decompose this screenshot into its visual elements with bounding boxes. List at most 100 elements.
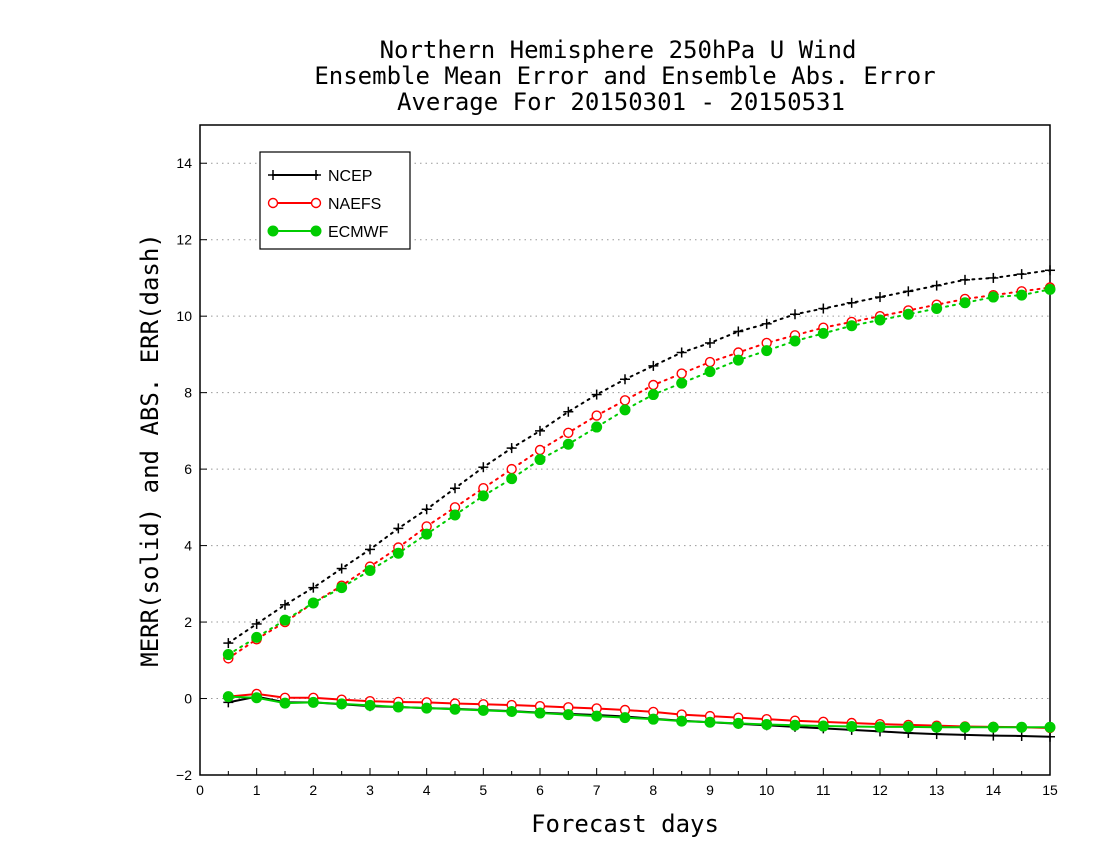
point-abs-err-naefs bbox=[506, 463, 517, 475]
x-tick-label: 3 bbox=[366, 782, 374, 798]
title-line-3: Average For 20150301 - 20150531 bbox=[397, 88, 845, 116]
point-merr-ecmwf bbox=[902, 721, 914, 733]
point-abs-err-ecmwf bbox=[562, 438, 574, 450]
point-abs-err-ncep bbox=[620, 374, 630, 385]
point-abs-err-ecmwf bbox=[789, 335, 801, 347]
point-abs-err-ncep bbox=[875, 292, 885, 303]
point-abs-err-ecmwf bbox=[874, 314, 886, 326]
point-abs-err-ecmwf bbox=[817, 327, 829, 339]
point-merr-ecmwf bbox=[817, 720, 829, 732]
point-abs-err-ecmwf bbox=[421, 528, 433, 540]
x-tick-label: 8 bbox=[649, 782, 657, 798]
title-line-1: Northern Hemisphere 250hPa U Wind bbox=[380, 36, 857, 64]
x-tick-label: 1 bbox=[253, 782, 261, 798]
point-merr-ecmwf bbox=[506, 706, 518, 718]
point-abs-err-ecmwf bbox=[534, 454, 546, 466]
point-merr-ecmwf bbox=[421, 702, 433, 714]
point-abs-err-ncep bbox=[733, 326, 744, 337]
point-abs-err-ecmwf bbox=[591, 421, 603, 433]
legend-marker-ecmwf bbox=[310, 225, 322, 237]
point-merr-ecmwf bbox=[959, 721, 971, 733]
point-merr-ecmwf bbox=[1016, 721, 1028, 733]
point-abs-err-ecmwf bbox=[1044, 283, 1056, 295]
point-abs-err-ecmwf bbox=[477, 490, 489, 502]
point-merr-ecmwf bbox=[534, 707, 546, 719]
point-abs-err-naefs bbox=[534, 444, 546, 456]
point-abs-err-ncep bbox=[676, 347, 687, 358]
series-line-abs-err-ncep bbox=[227, 269, 1051, 645]
point-abs-err-ncep bbox=[818, 303, 829, 314]
point-merr-ecmwf bbox=[449, 703, 461, 715]
point-merr-ecmwf bbox=[591, 710, 603, 722]
point-abs-err-ncep bbox=[790, 309, 800, 320]
x-tick-label: 9 bbox=[706, 782, 714, 798]
point-abs-err-ncep bbox=[535, 425, 545, 436]
point-merr-ecmwf bbox=[1044, 721, 1056, 733]
legend-box bbox=[259, 151, 411, 250]
point-merr-ecmwf bbox=[676, 715, 688, 727]
x-tick-label: 6 bbox=[536, 782, 544, 798]
point-abs-err-naefs bbox=[563, 427, 574, 438]
point-abs-err-ecmwf bbox=[902, 308, 914, 320]
legend-marker-naefs bbox=[267, 197, 279, 209]
series-lines bbox=[227, 269, 1051, 738]
y-tick-label: 6 bbox=[184, 461, 192, 477]
point-abs-err-ecmwf bbox=[761, 345, 773, 357]
point-abs-err-ncep bbox=[1016, 269, 1027, 280]
point-merr-ecmwf bbox=[477, 704, 489, 716]
x-tick-label: 14 bbox=[986, 782, 1002, 798]
point-abs-err-ncep bbox=[960, 274, 970, 285]
y-tick-label: 10 bbox=[176, 308, 192, 324]
point-abs-err-ecmwf bbox=[307, 597, 319, 609]
point-abs-err-ecmwf bbox=[647, 389, 659, 401]
point-abs-err-ncep bbox=[988, 272, 999, 283]
point-merr-ecmwf bbox=[364, 699, 376, 711]
grid-lines bbox=[200, 162, 1050, 700]
point-abs-err-ecmwf bbox=[251, 631, 263, 643]
point-abs-err-ecmwf bbox=[732, 354, 744, 366]
point-abs-err-ncep bbox=[308, 582, 319, 593]
point-merr-ecmwf bbox=[732, 717, 744, 729]
point-abs-err-ecmwf bbox=[846, 320, 858, 332]
legend-label-ncep: NCEP bbox=[328, 168, 372, 185]
point-abs-err-ecmwf bbox=[987, 291, 999, 303]
point-abs-err-ecmwf bbox=[222, 649, 234, 661]
series-line-abs-err-naefs bbox=[227, 286, 1051, 660]
point-merr-ecmwf bbox=[251, 692, 263, 704]
point-abs-err-ecmwf bbox=[959, 297, 971, 309]
series-line-merr-ncep bbox=[228, 695, 1051, 738]
point-abs-err-ncep bbox=[591, 389, 602, 400]
point-abs-err-ecmwf bbox=[676, 377, 688, 389]
y-tick-label: 2 bbox=[184, 614, 192, 630]
legend-label-ecmwf: ECMWF bbox=[328, 224, 389, 241]
point-abs-err-naefs bbox=[704, 356, 716, 368]
x-tick-label: 15 bbox=[1042, 782, 1058, 798]
point-abs-err-ncep bbox=[931, 280, 942, 291]
point-merr-ecmwf bbox=[846, 720, 858, 732]
legend-marker-naefs bbox=[310, 197, 322, 209]
point-abs-err-ncep bbox=[421, 504, 432, 515]
chart-title: Northern Hemisphere 250hPa U Wind Ensemb… bbox=[314, 36, 935, 116]
series-markers bbox=[222, 265, 1056, 742]
y-axis-title: MERR(solid) and ABS. ERR(dash) bbox=[136, 233, 164, 666]
point-merr-ecmwf bbox=[987, 721, 999, 733]
point-merr-ecmwf bbox=[279, 697, 291, 709]
x-tick-label: 4 bbox=[423, 782, 431, 798]
x-tick-label: 11 bbox=[816, 782, 831, 798]
legend: NCEP NAEFS ECMWF bbox=[259, 151, 411, 250]
point-abs-err-ecmwf bbox=[449, 509, 461, 521]
series-line-merr-naefs bbox=[228, 692, 1051, 729]
point-abs-err-ecmwf bbox=[619, 404, 631, 416]
point-abs-err-ncep bbox=[506, 443, 517, 454]
x-tick-label: 0 bbox=[196, 782, 204, 798]
point-abs-err-ecmwf bbox=[931, 303, 943, 315]
point-merr-ecmwf bbox=[222, 691, 234, 703]
point-abs-err-ncep bbox=[365, 544, 375, 555]
point-abs-err-naefs bbox=[591, 410, 602, 421]
point-merr-ecmwf bbox=[562, 709, 574, 721]
point-abs-err-ncep bbox=[280, 599, 290, 610]
point-merr-ecmwf bbox=[931, 721, 943, 733]
point-merr-ecmwf bbox=[789, 719, 801, 731]
legend-marker-ncep bbox=[311, 170, 321, 180]
